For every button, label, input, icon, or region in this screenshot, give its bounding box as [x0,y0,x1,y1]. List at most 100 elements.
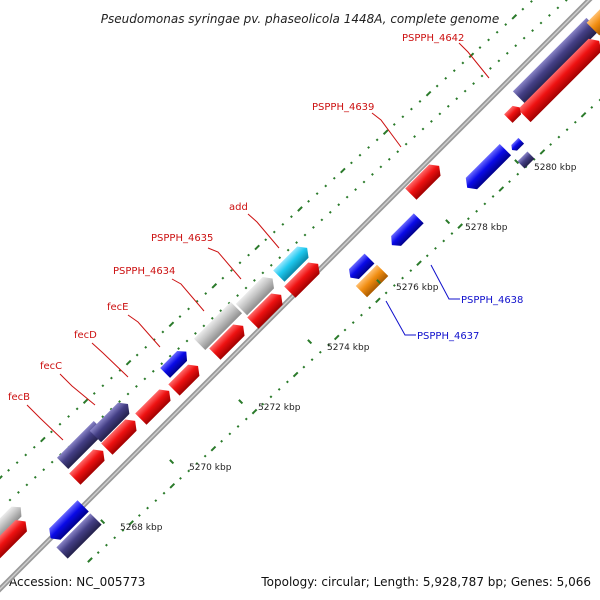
gene-arrow[interactable] [345,253,375,283]
tick-dot [425,90,432,97]
gene-arrow[interactable] [284,258,324,298]
tick-dot [82,398,89,404]
tick-dot [483,202,487,206]
gene-arrow[interactable] [160,347,191,378]
tick-dot [457,223,463,229]
tick-dot [154,499,158,503]
gene-arrow[interactable] [509,137,525,153]
gene-arrow[interactable] [273,242,313,282]
kbp-tick [514,159,520,165]
tick-dot [430,120,433,123]
tick-dot [126,392,130,396]
tick-dot [236,294,239,297]
tick-dot [413,135,416,138]
gene-label[interactable]: PSPPH_4634 [113,266,175,277]
tick-dot [204,292,208,295]
tick-dot [495,30,499,34]
tick-dot [125,359,132,366]
gene-label[interactable]: fecE [107,302,129,313]
gene-arrow[interactable] [504,103,524,123]
kbp-label: 5268 kbp [120,523,163,533]
gene-arrow[interactable] [89,398,134,443]
tick-dot [179,476,182,480]
tick-dot [434,246,437,250]
gene-arrow[interactable] [56,513,102,559]
tick-dot [362,180,366,184]
tick-dot [295,241,298,244]
tick-dot [50,430,53,434]
gene-label[interactable]: add [229,202,248,213]
gene-arrow[interactable] [209,320,249,360]
tick-dot [303,233,307,237]
tick-dot [410,107,413,111]
tick-dot [392,123,396,126]
gene-arrow[interactable] [0,516,31,559]
tick-dot [194,332,197,335]
gene-arrow[interactable] [512,17,600,105]
tick-dot [455,97,459,101]
tick-dot [511,14,518,20]
gene-label[interactable]: PSPPH_4642 [402,33,464,44]
gene-arrow[interactable] [517,151,535,169]
tick-dot [452,69,456,73]
tick-dot [318,350,322,354]
tick-dot [168,321,175,328]
gene-label[interactable]: fecB [8,392,30,403]
gene-arrow[interactable] [387,213,424,250]
tick-dot [110,376,113,380]
gene-label[interactable]: PSPPH_4639 [312,102,374,113]
gene-label[interactable]: fecC [40,361,62,372]
gene-arrow[interactable] [517,34,600,123]
gene-label[interactable]: PSPPH_4637 [417,331,479,342]
gene-label[interactable]: PSPPH_4635 [151,233,213,244]
tick-dot [281,222,285,226]
tick-dot [315,192,319,196]
tick-dot [24,453,28,457]
gene-arrow[interactable] [235,273,278,316]
tick-dot [396,150,400,154]
tick-dot [345,195,349,199]
tick-dot [162,491,166,495]
tick-dot [350,161,353,165]
tick-dot [487,38,490,42]
gene-label[interactable]: PSPPH_4638 [461,295,523,306]
tick-dot [292,371,299,378]
tick-dot [220,439,224,443]
tick-dot [135,353,139,357]
tick-dot [444,76,448,80]
tick-dot [368,306,372,310]
tick-dot [548,14,551,17]
gene-features [0,8,600,559]
gene-arrow[interactable] [101,415,141,455]
tick-dot [67,415,70,418]
kbp-label: 5278 kbp [465,223,508,233]
tick-dot [247,253,250,257]
gene-arrow[interactable] [193,301,243,351]
tick-dot [508,180,511,184]
tick-dot [371,173,374,176]
tick-dot [254,244,260,251]
gene-arrow[interactable] [462,143,512,193]
gene-label[interactable]: fecD [74,330,97,341]
tick-dot [435,84,439,88]
tick-dot [416,260,422,267]
gene-arrow[interactable] [135,385,175,425]
kbp-label: 5270 kbp [189,463,232,473]
tick-dot [530,0,533,3]
gene-arrow[interactable] [586,8,600,36]
tick-dot [75,407,79,411]
tick-dot [236,425,240,428]
gene-arrow[interactable] [45,500,89,544]
gene-arrow[interactable] [355,264,389,298]
tick-dot [203,454,207,458]
tick-dot [480,74,484,78]
tick-dot [113,536,117,540]
gene-arrow[interactable] [0,502,26,538]
gene-arrow[interactable] [69,445,109,485]
gene-arrow[interactable] [168,360,203,396]
kbp-tick [376,279,382,285]
kbp-tick [100,519,106,525]
tick-dot [468,52,475,59]
gene-arrow[interactable] [405,160,445,200]
gene-arrow[interactable] [247,289,287,329]
